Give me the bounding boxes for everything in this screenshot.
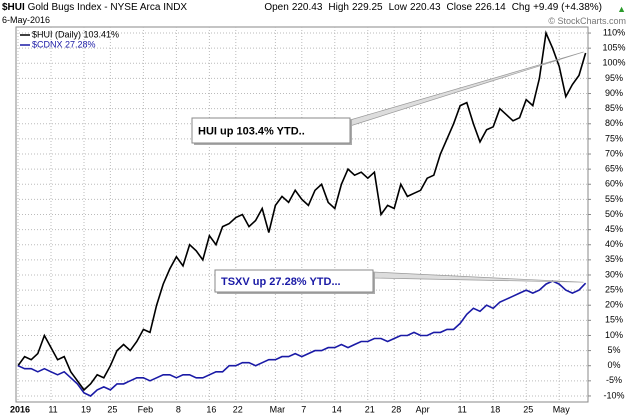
x-tick-label: Apr bbox=[416, 404, 430, 414]
x-tick-label: 8 bbox=[176, 404, 181, 414]
y-tick-label: 70% bbox=[605, 148, 623, 158]
x-tick-label: 11 bbox=[48, 404, 57, 414]
date: 6-May-2016 bbox=[2, 15, 51, 25]
symbol: $HUI bbox=[2, 2, 25, 13]
y-tick-label: 25% bbox=[605, 284, 623, 294]
y-tick-label: 10% bbox=[605, 330, 623, 340]
stat-label: Chg bbox=[511, 2, 531, 13]
stat-label: Low bbox=[388, 2, 407, 13]
callout-pointer bbox=[372, 271, 584, 283]
stat-label: Close bbox=[446, 2, 473, 13]
stat-value: +9.49 (+4.38%) bbox=[533, 2, 602, 13]
x-tick-label: May bbox=[553, 404, 571, 414]
y-tick-label: 110% bbox=[603, 27, 625, 37]
series-line bbox=[17, 30, 587, 392]
stat-value: 220.43 bbox=[291, 2, 323, 13]
x-tick-label: 18 bbox=[490, 404, 500, 414]
stat-label: High bbox=[328, 2, 349, 13]
credit: © StockCharts.com bbox=[548, 16, 626, 26]
y-tick-label: 40% bbox=[605, 239, 623, 249]
stats: Open 220.43 High 229.25 Low 220.43 Close 226.14… bbox=[264, 2, 608, 13]
x-tick-label: 25 bbox=[107, 404, 117, 414]
annotation: HUI up 103.4% YTD.. bbox=[198, 125, 305, 137]
series-line bbox=[17, 280, 587, 397]
y-tick-label: 80% bbox=[605, 118, 623, 128]
y-tick-label: 0% bbox=[607, 360, 620, 370]
y-tick-label: 75% bbox=[605, 133, 623, 143]
x-tick-label: 16 bbox=[206, 404, 216, 414]
x-tick-label: 19 bbox=[81, 404, 91, 414]
x-tick-label: 28 bbox=[391, 404, 401, 414]
legend-label: $HUI (Daily) 103.41% bbox=[32, 29, 119, 39]
y-tick-label: 45% bbox=[605, 224, 623, 234]
y-tick-label: -10% bbox=[603, 390, 624, 400]
x-tick-label: Feb bbox=[138, 404, 154, 414]
stat-label: Open bbox=[264, 2, 289, 13]
x-tick-label: Mar bbox=[270, 404, 286, 414]
legend-label: $CDNX 27.28% bbox=[32, 39, 96, 49]
y-tick-label: 5% bbox=[607, 345, 620, 355]
y-tick-label: 95% bbox=[605, 73, 623, 83]
stat-value: 229.25 bbox=[351, 2, 383, 13]
y-tick-label: 85% bbox=[605, 103, 623, 113]
y-tick-label: 65% bbox=[605, 164, 623, 174]
callout-box bbox=[191, 117, 351, 144]
y-tick-label: 55% bbox=[605, 194, 623, 204]
y-tick-label: 100% bbox=[602, 58, 625, 68]
title: $HUI Gold Bugs Index - NYSE Arca INDX bbox=[2, 2, 187, 13]
x-tick-label: 21 bbox=[365, 404, 375, 414]
y-tick-label: 30% bbox=[605, 269, 623, 279]
x-tick-label: 14 bbox=[332, 404, 342, 414]
y-tick-label: 20% bbox=[605, 300, 623, 310]
y-tick-label: 105% bbox=[602, 43, 625, 53]
y-tick-label: 35% bbox=[605, 254, 623, 264]
x-tick-label: 22 bbox=[233, 404, 243, 414]
x-tick-label: 2016 bbox=[10, 404, 30, 414]
x-tick-label: 7 bbox=[301, 404, 306, 414]
callout-box bbox=[214, 269, 374, 293]
stat-value: 220.43 bbox=[409, 2, 441, 13]
y-tick-label: 50% bbox=[605, 209, 623, 219]
y-tick-label: -5% bbox=[606, 375, 622, 385]
x-tick-label: 25 bbox=[523, 404, 533, 414]
stat-value: 226.14 bbox=[475, 2, 506, 13]
up-arrow: ▲ bbox=[617, 4, 626, 14]
y-tick-label: 15% bbox=[605, 315, 623, 325]
index-name: Gold Bugs Index - NYSE Arca INDX bbox=[27, 2, 188, 13]
annotation: TSXV up 27.28% YTD... bbox=[221, 276, 341, 288]
y-tick-label: 60% bbox=[605, 179, 623, 189]
y-tick-label: 90% bbox=[605, 88, 623, 98]
x-tick-label: 11 bbox=[458, 404, 467, 414]
